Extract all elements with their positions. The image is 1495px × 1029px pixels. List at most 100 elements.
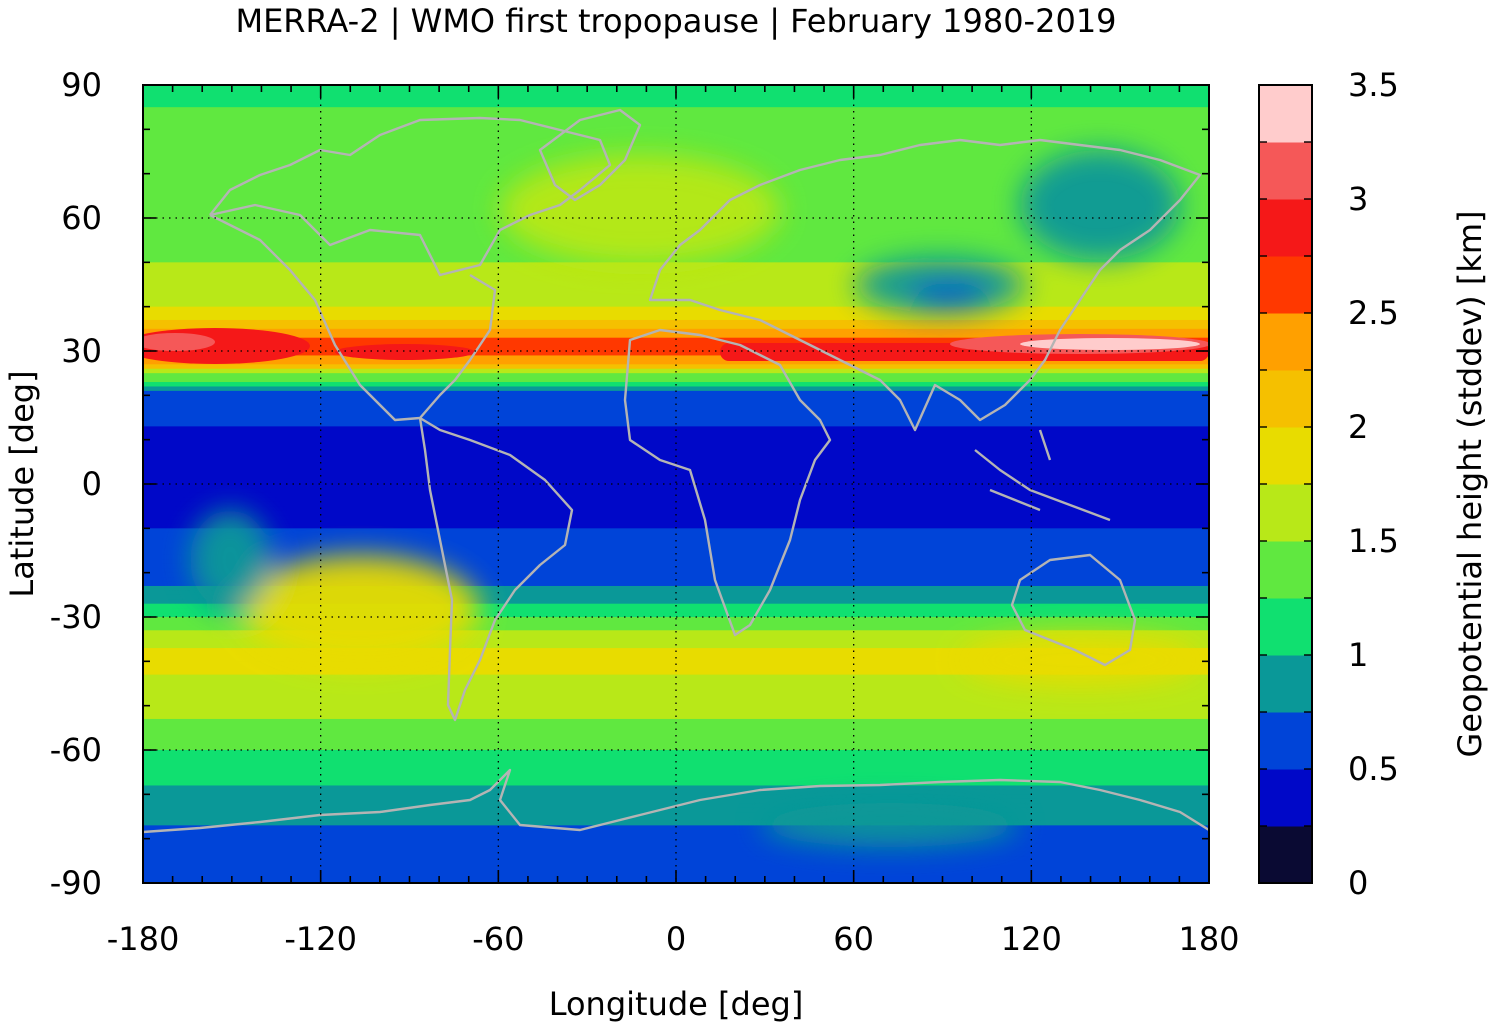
field-band (143, 413, 1209, 419)
field-band (143, 497, 1209, 503)
field-band (143, 373, 1209, 379)
field-band (143, 107, 1209, 113)
colorbar-swatch (1259, 484, 1312, 542)
field-band (143, 652, 1209, 658)
colorbar-tick-labels: 0 0.5 1 1.5 2 2.5 3 3.5 (1348, 66, 1399, 902)
colorbar-swatch (1259, 85, 1312, 143)
y-tick-label: 30 (61, 332, 102, 370)
field-band (143, 351, 1209, 357)
field-band (143, 319, 1209, 325)
colorbar-tick-label: 2.5 (1348, 294, 1399, 332)
field-band (143, 696, 1209, 702)
field-band (143, 639, 1209, 645)
field-band (143, 435, 1209, 441)
field-band (143, 838, 1209, 844)
field-band (143, 280, 1209, 286)
field-band (143, 714, 1209, 720)
y-tick-label: 90 (61, 66, 102, 104)
field-band (143, 665, 1209, 671)
field-band (143, 98, 1209, 104)
x-tick-label: 180 (1178, 920, 1239, 958)
field-band (143, 470, 1209, 476)
coast-antarctica (143, 768, 1209, 834)
field-band (143, 670, 1209, 676)
field-band (143, 834, 1209, 840)
field-band (143, 266, 1209, 272)
jet-asia-max (1020, 338, 1200, 350)
field-band (143, 546, 1209, 552)
colorbar-swatch (1259, 655, 1312, 713)
colorbar-label: Geopotential height (stddev) [km] (1451, 210, 1489, 757)
y-tick-label: -60 (50, 731, 102, 769)
field-band (143, 723, 1209, 729)
coast-maritime (974, 429, 1111, 522)
field-band (143, 364, 1209, 370)
field-band (143, 718, 1209, 724)
field-band (143, 355, 1209, 361)
field-band (143, 825, 1209, 831)
field-band (143, 820, 1209, 826)
field-band (143, 829, 1209, 835)
field-band (143, 488, 1209, 494)
field-band (143, 399, 1209, 405)
field-band (143, 794, 1209, 800)
patch-south-pacific-west (190, 510, 270, 610)
colorbar-swatch (1259, 598, 1312, 656)
axis-ticks (142, 84, 1210, 884)
field-band (143, 448, 1209, 454)
x-tick-labels: -180 -120 -60 0 60 120 180 (107, 920, 1240, 958)
y-axis-label: Latitude [deg] (3, 370, 41, 597)
field-band (143, 767, 1209, 773)
field-band (143, 559, 1209, 565)
field-band (143, 275, 1209, 281)
coastlines (143, 108, 1209, 834)
field-band (143, 585, 1209, 591)
y-tick-label: -90 (50, 864, 102, 902)
field-band (143, 581, 1209, 587)
field-band (143, 847, 1209, 853)
field-band (143, 142, 1209, 148)
x-tick-label: 120 (1001, 920, 1062, 958)
field-band (143, 754, 1209, 760)
field-band (143, 750, 1209, 756)
field-band (143, 457, 1209, 463)
coast-north-america (209, 116, 612, 422)
x-tick-label: 60 (833, 920, 874, 958)
field-band (143, 151, 1209, 157)
field-band (143, 302, 1209, 308)
field-band (143, 515, 1209, 521)
colorbar-swatch (1259, 541, 1312, 599)
colorbar-swatch (1259, 712, 1312, 770)
field-band (143, 621, 1209, 627)
x-axis-label: Longitude [deg] (549, 985, 804, 1023)
field-band (143, 736, 1209, 742)
colorbar-swatch (1259, 370, 1312, 428)
patch-antarctic (760, 803, 1020, 847)
field-band (143, 262, 1209, 268)
coast-greenland (538, 108, 642, 202)
field-band (143, 643, 1209, 649)
patch-south-indian (960, 635, 1200, 685)
colorbar-swatch (1259, 826, 1312, 884)
jet-atlantic-core (335, 344, 475, 360)
field-band (143, 608, 1209, 614)
colorbar-swatch (1259, 142, 1312, 200)
field-band (143, 692, 1209, 698)
colorbar-tick-label: 1 (1348, 636, 1368, 674)
field-band (143, 377, 1209, 383)
colorbar-swatch (1259, 427, 1312, 485)
colorbar-tick-label: 0 (1348, 864, 1368, 902)
subtropical-jet (143, 328, 1209, 364)
field-band (143, 444, 1209, 450)
field-band (143, 789, 1209, 795)
field-band (143, 537, 1209, 543)
field-band (143, 532, 1209, 538)
colorbar-tick-label: 0.5 (1348, 750, 1399, 788)
field-band (143, 727, 1209, 733)
field-band (143, 683, 1209, 689)
field-band (143, 510, 1209, 516)
field-band (143, 417, 1209, 423)
field-band (143, 865, 1209, 871)
patch-south-pacific (240, 555, 480, 665)
field-band (143, 337, 1209, 343)
